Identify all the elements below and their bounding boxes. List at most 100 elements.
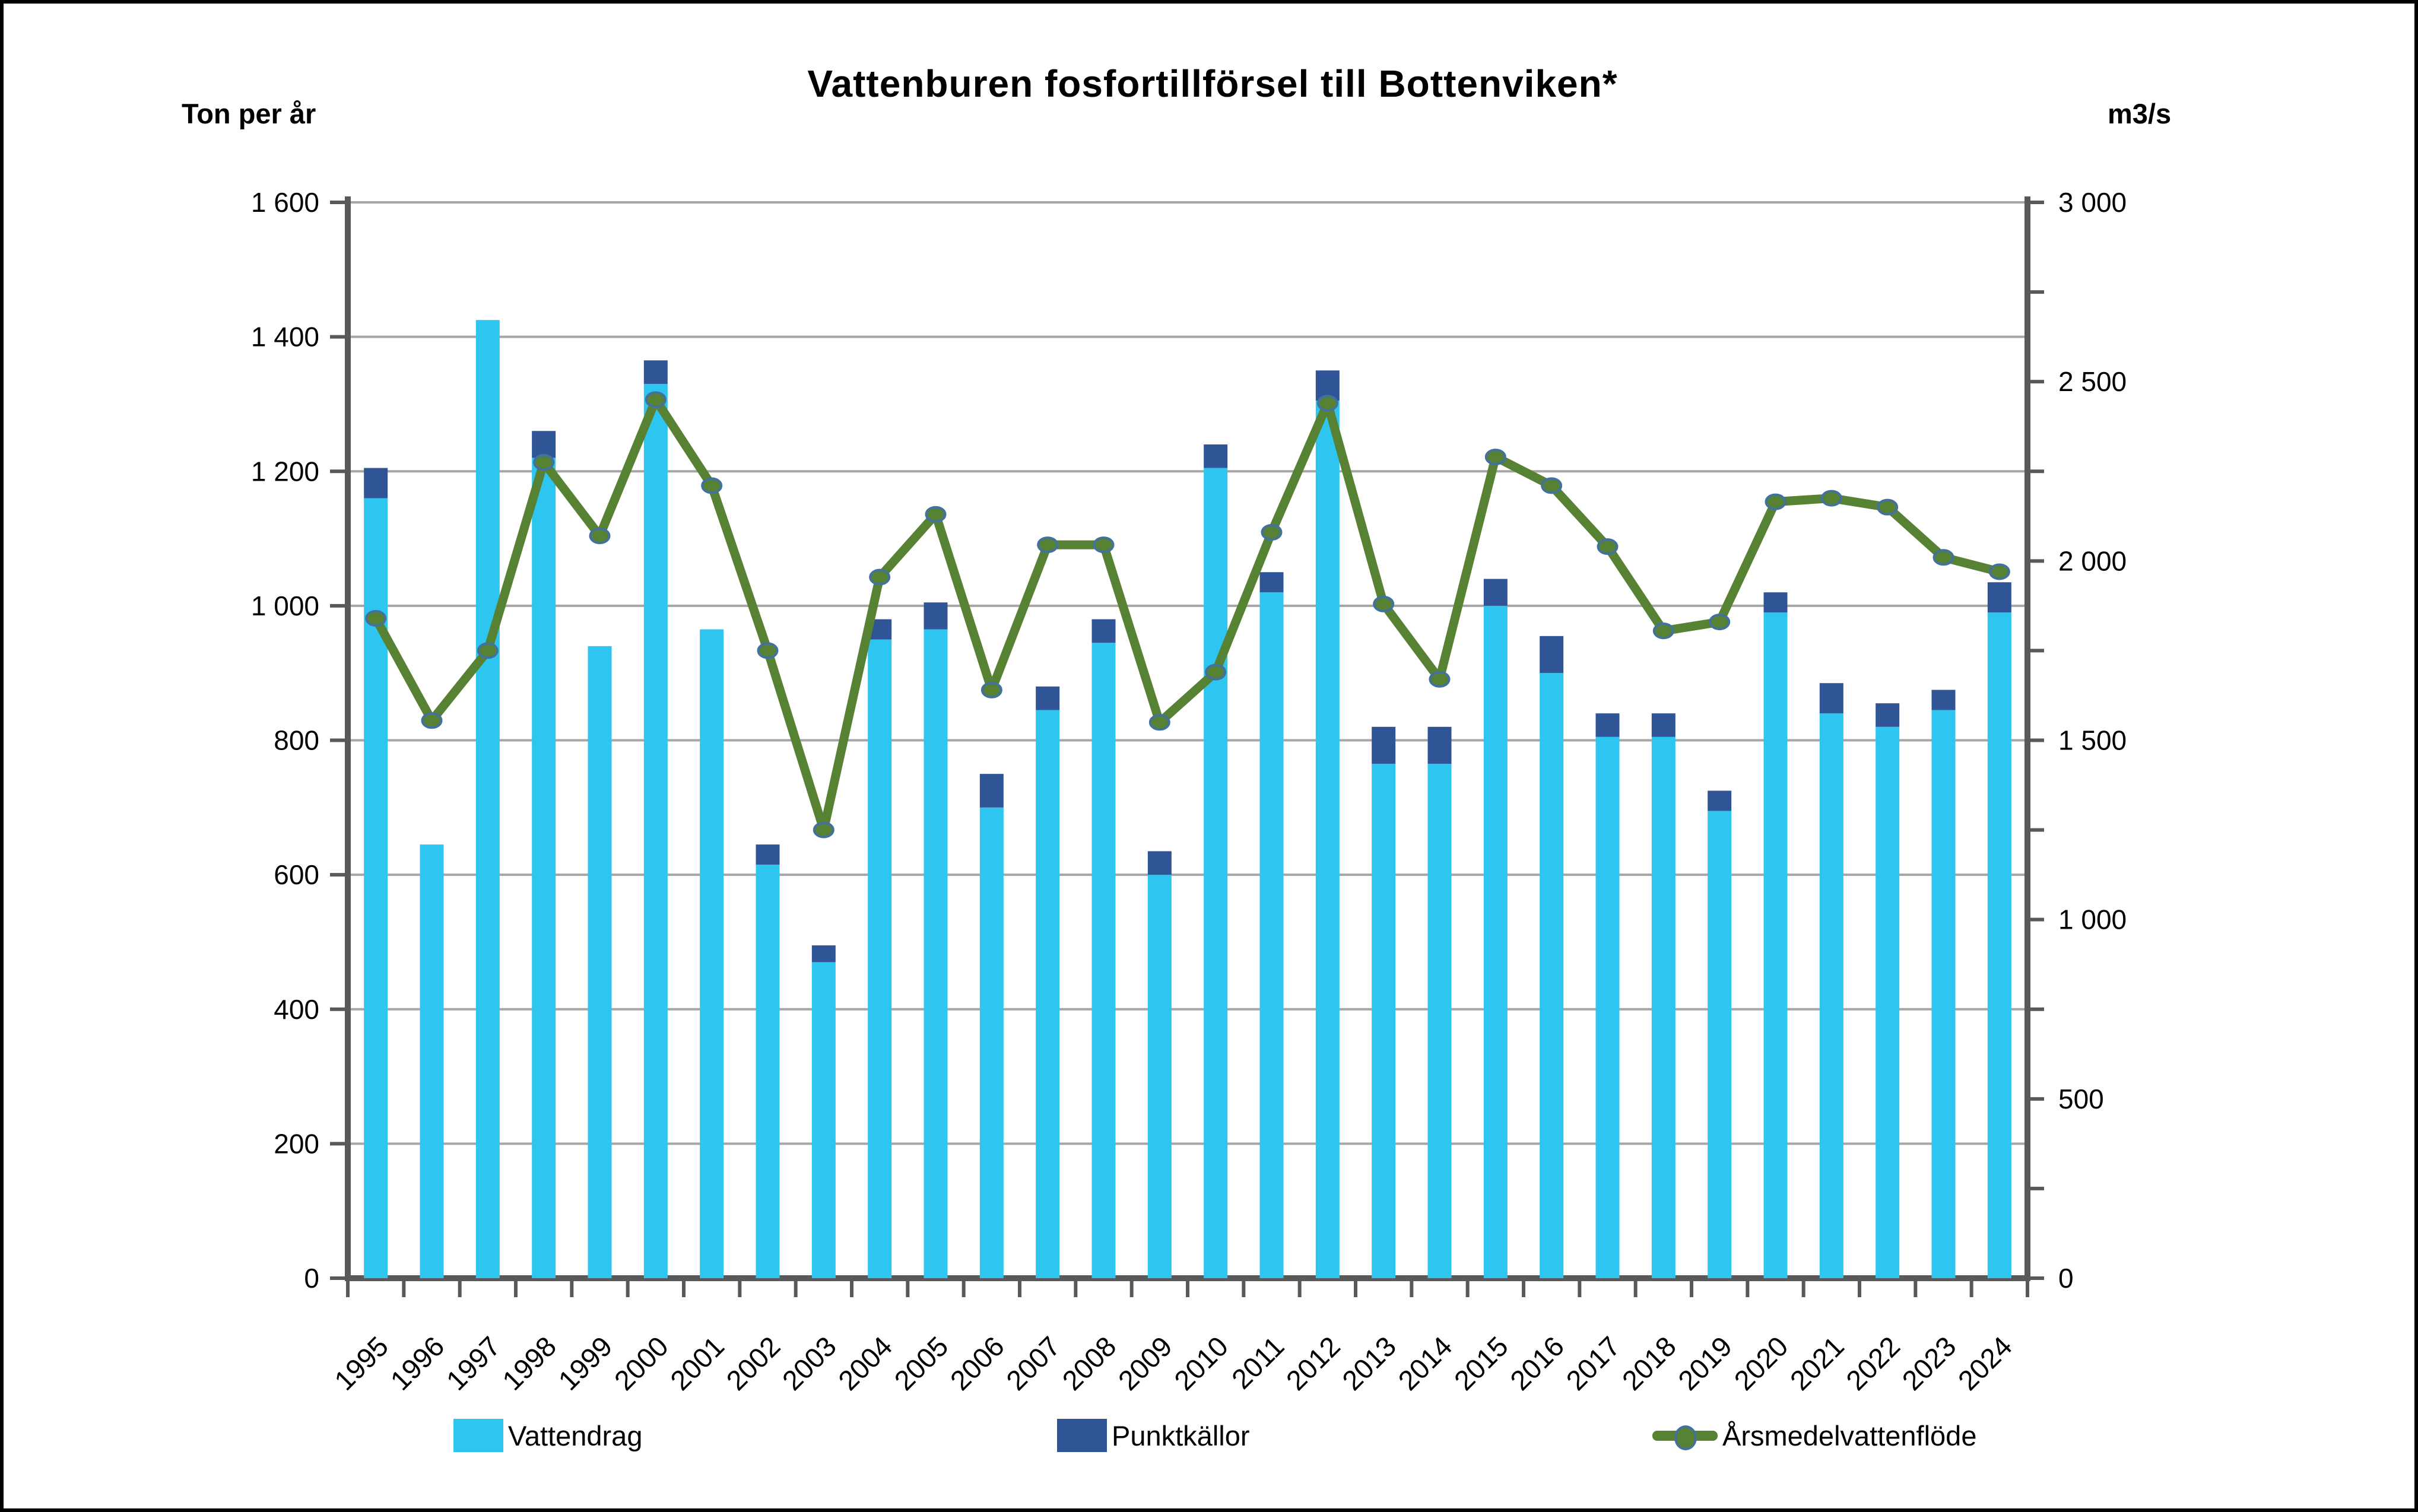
legend-label-vattendrag: Vattendrag bbox=[508, 1419, 643, 1451]
legend-item-punktkallor: Punktkällor bbox=[1057, 1415, 1250, 1456]
year-label-2024: 2024 bbox=[1951, 1330, 2017, 1396]
bar-vattendrag-2009 bbox=[1147, 875, 1172, 1278]
flow-marker-2017 bbox=[1597, 538, 1619, 555]
right-axis-tick-label: 1 500 bbox=[2058, 725, 2127, 756]
flow-marker-2002 bbox=[757, 642, 779, 659]
bar-punktkallor-2016 bbox=[1540, 636, 1564, 674]
year-label-2023: 2023 bbox=[1896, 1330, 1962, 1396]
bar-vattendrag-2013 bbox=[1372, 764, 1396, 1278]
bar-punktkallor-2019 bbox=[1708, 790, 1732, 811]
flow-marker-1998 bbox=[533, 454, 555, 471]
bar-vattendrag-2015 bbox=[1483, 605, 1508, 1278]
bar-punktkallor-2022 bbox=[1876, 703, 1900, 727]
bar-vattendrag-2008 bbox=[1091, 643, 1116, 1278]
punktkallor-swatch-icon bbox=[1057, 1419, 1107, 1452]
bar-punktkallor-2017 bbox=[1595, 713, 1620, 737]
bar-vattendrag-2012 bbox=[1315, 401, 1340, 1278]
bar-punktkallor-2008 bbox=[1091, 619, 1116, 643]
flow-marker-2022 bbox=[1877, 498, 1899, 516]
bar-punktkallor-2007 bbox=[1036, 686, 1060, 710]
year-label-2021: 2021 bbox=[1784, 1330, 1849, 1396]
year-label-2022: 2022 bbox=[1840, 1330, 1906, 1396]
year-label-2017: 2017 bbox=[1560, 1330, 1626, 1396]
year-label-2019: 2019 bbox=[1672, 1330, 1738, 1396]
bar-vattendrag-2021 bbox=[1819, 713, 1843, 1278]
year-label-2013: 2013 bbox=[1336, 1330, 1402, 1396]
legend-item-vattendrag: Vattendrag bbox=[453, 1415, 642, 1456]
year-label-1997: 1997 bbox=[440, 1330, 506, 1396]
bar-vattendrag-2001 bbox=[700, 629, 724, 1278]
right-axis-tick-label: 1 000 bbox=[2058, 904, 2127, 935]
year-label-2001: 2001 bbox=[664, 1330, 730, 1396]
bar-vattendrag-2011 bbox=[1259, 592, 1284, 1278]
flow-line-swatch-icon bbox=[1652, 1419, 1718, 1452]
bar-punktkallor-2006 bbox=[979, 774, 1004, 808]
year-label-2010: 2010 bbox=[1168, 1330, 1234, 1396]
flow-line bbox=[371, 395, 2004, 835]
year-label-2005: 2005 bbox=[888, 1330, 954, 1396]
bar-punktkallor-2020 bbox=[1763, 592, 1788, 613]
left-axis-tick-label: 1 400 bbox=[251, 322, 319, 352]
legend-item-arsmedelvattenflode: Årsmedelvattenflöde bbox=[1652, 1415, 1976, 1456]
bar-vattendrag-2002 bbox=[756, 865, 780, 1278]
chart-title: Vattenburen fosfortillförsel till Botten… bbox=[807, 62, 1618, 105]
bar-vattendrag-2016 bbox=[1540, 673, 1564, 1278]
flow-marker-2009 bbox=[1148, 714, 1170, 731]
flow-marker-2019 bbox=[1709, 614, 1731, 631]
bar-vattendrag-1999 bbox=[588, 646, 612, 1278]
bar-punktkallor-2021 bbox=[1819, 683, 1843, 714]
bar-vattendrag-2017 bbox=[1595, 736, 1620, 1278]
bar-vattendrag-2024 bbox=[1987, 612, 2011, 1278]
bar-vattendrag-2020 bbox=[1763, 612, 1788, 1278]
flow-marker-2021 bbox=[1820, 490, 1842, 507]
left-axis-tick-label: 1 000 bbox=[251, 590, 319, 621]
bar-vattendrag-2019 bbox=[1708, 811, 1732, 1278]
bar-punktkallor-2010 bbox=[1204, 444, 1228, 468]
bar-vattendrag-2003 bbox=[811, 962, 836, 1278]
right-axis-tick-label: 3 000 bbox=[2058, 187, 2127, 218]
year-label-2020: 2020 bbox=[1728, 1330, 1794, 1396]
bar-punktkallor-1995 bbox=[364, 468, 388, 498]
bar-vattendrag-2023 bbox=[1931, 710, 1956, 1278]
bar-vattendrag-2007 bbox=[1036, 710, 1060, 1278]
bar-punktkallor-2018 bbox=[1651, 713, 1676, 737]
flow-marker-2000 bbox=[645, 391, 667, 408]
flow-marker-2011 bbox=[1261, 523, 1283, 541]
left-axis-tick-label: 1 200 bbox=[251, 456, 319, 487]
bar-punktkallor-2024 bbox=[1987, 582, 2011, 613]
legend: Vattendrag Punktkällor Årsmedelvattenflö… bbox=[4, 1415, 2414, 1468]
right-axis-tick-label: 0 bbox=[2058, 1263, 2074, 1294]
flow-marker-2010 bbox=[1205, 663, 1227, 681]
year-label-2012: 2012 bbox=[1280, 1330, 1346, 1396]
bar-vattendrag-1997 bbox=[475, 320, 500, 1278]
bar-vattendrag-2006 bbox=[979, 807, 1004, 1278]
bar-punktkallor-2023 bbox=[1931, 690, 1956, 710]
right-axis-tick-label: 2 000 bbox=[2058, 545, 2127, 576]
flow-marker-2001 bbox=[701, 477, 723, 494]
left-axis-tick-label: 600 bbox=[274, 859, 319, 890]
flow-marker-2024 bbox=[1988, 563, 2010, 580]
bar-vattendrag-1998 bbox=[532, 458, 556, 1278]
bar-punktkallor-2000 bbox=[643, 360, 668, 384]
year-label-2008: 2008 bbox=[1056, 1330, 1122, 1396]
year-label-2006: 2006 bbox=[944, 1330, 1010, 1396]
year-label-2018: 2018 bbox=[1616, 1330, 1681, 1396]
bar-punktkallor-2009 bbox=[1147, 851, 1172, 875]
left-axis-tick-label: 0 bbox=[304, 1263, 319, 1294]
flow-marker-1995 bbox=[365, 610, 387, 627]
bar-vattendrag-2022 bbox=[1876, 726, 1900, 1278]
left-axis-tick-label: 1 600 bbox=[251, 187, 319, 218]
flow-marker-2018 bbox=[1652, 622, 1674, 640]
year-label-2000: 2000 bbox=[608, 1330, 674, 1396]
right-axis-unit-label: m3/s bbox=[2108, 98, 2172, 129]
year-label-1996: 1996 bbox=[384, 1330, 450, 1396]
year-label-2002: 2002 bbox=[720, 1330, 786, 1396]
year-label-2011: 2011 bbox=[1226, 1330, 1290, 1395]
left-axis-tick-label: 400 bbox=[274, 994, 319, 1025]
flow-marker-2004 bbox=[869, 568, 891, 586]
flow-marker-2007 bbox=[1037, 536, 1059, 554]
year-label-2003: 2003 bbox=[776, 1330, 842, 1396]
flow-marker-2012 bbox=[1316, 395, 1338, 412]
flow-marker-2008 bbox=[1093, 536, 1115, 554]
